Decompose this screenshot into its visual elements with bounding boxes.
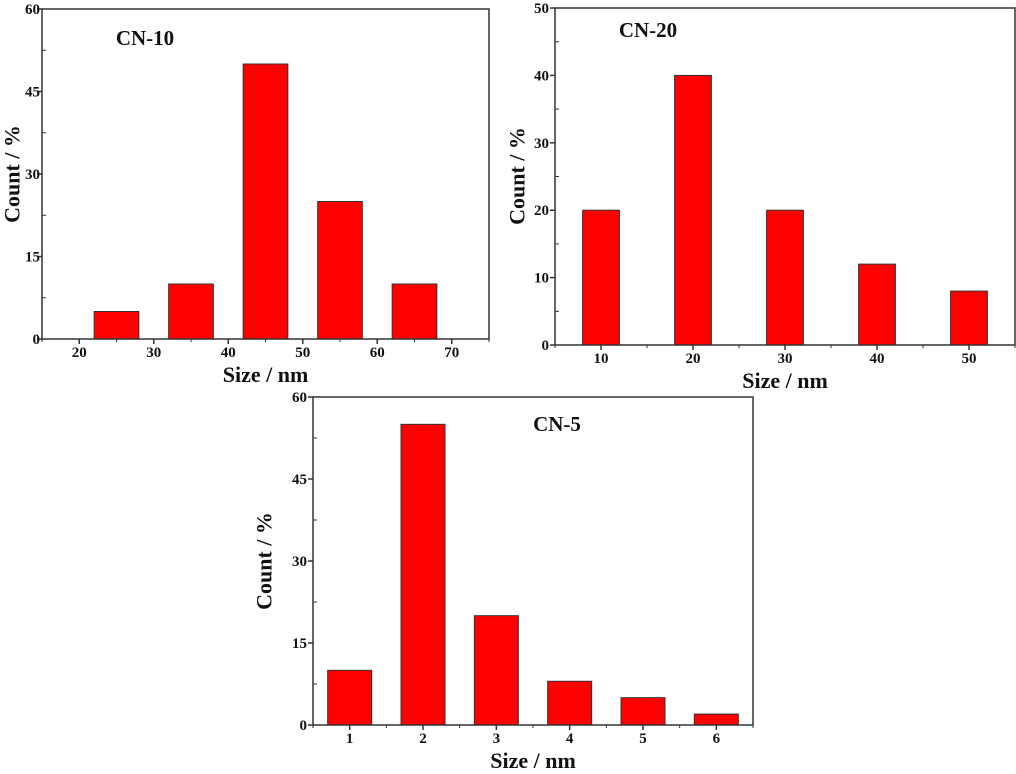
bar — [327, 669, 373, 726]
y-tick-label: 10 — [534, 271, 549, 287]
x-tick-label: 70 — [444, 345, 459, 361]
x-tick-label: 50 — [962, 351, 977, 367]
x-tick-label: 5 — [639, 731, 647, 747]
x-axis-label: Size / nm — [490, 748, 576, 773]
y-tick-label: 40 — [534, 68, 549, 84]
x-axis-label: Size / nm — [742, 368, 828, 393]
panel-title: CN-10 — [116, 26, 174, 50]
x-tick-label: 40 — [221, 345, 236, 361]
x-tick-label: 50 — [295, 345, 310, 361]
x-tick-label: 20 — [686, 351, 701, 367]
x-tick-label: 40 — [870, 351, 885, 367]
panel-title: CN-20 — [619, 18, 677, 42]
y-tick-label: 15 — [292, 636, 307, 652]
bar — [317, 201, 363, 340]
y-tick-label: 60 — [25, 2, 40, 18]
y-tick-label: 0 — [300, 718, 308, 734]
x-tick-label: 30 — [146, 345, 161, 361]
bar — [391, 283, 438, 340]
x-tick-label: 30 — [778, 351, 793, 367]
plot-frame — [312, 396, 754, 726]
y-tick-label: 30 — [292, 554, 307, 570]
y-tick-label: 60 — [292, 390, 307, 406]
bar — [93, 311, 140, 340]
y-tick-label: 0 — [33, 332, 41, 348]
bar — [693, 713, 739, 726]
x-tick-label: 2 — [419, 731, 427, 747]
bar — [950, 290, 988, 346]
bar — [242, 63, 289, 340]
y-tick-label: 0 — [542, 338, 550, 354]
x-tick-label: 10 — [594, 351, 609, 367]
x-tick-label: 1 — [346, 731, 354, 747]
bar — [858, 263, 896, 346]
y-axis-label: Count / % — [252, 512, 277, 610]
x-tick-label: 60 — [370, 345, 385, 361]
x-tick-label: 6 — [713, 731, 721, 747]
y-tick-label: 45 — [292, 472, 307, 488]
y-axis-label: Count / % — [0, 125, 25, 223]
y-tick-label: 45 — [25, 85, 40, 101]
y-tick-label: 30 — [25, 167, 40, 183]
bar — [473, 615, 519, 726]
bar — [400, 423, 446, 726]
bar — [168, 283, 214, 340]
y-tick-label: 30 — [534, 136, 549, 152]
bar — [620, 697, 666, 726]
bar — [674, 74, 712, 346]
x-tick-label: 4 — [566, 731, 574, 747]
chart-panel-2: 0 10 20 30 40 50 10 20 30 40 50 CN-20 Size / nm Count… — [505, 1, 1016, 393]
bar — [766, 209, 804, 346]
bar — [582, 209, 620, 346]
y-tick-label: 20 — [534, 203, 549, 219]
y-axis-label: Count / % — [505, 127, 530, 225]
y-tick-label: 50 — [534, 1, 549, 17]
x-axis-label: Size / nm — [223, 362, 309, 387]
chart-panel-1: 0 15 30 45 60 20 30 40 50 60 70 CN-10 Size / nm Count… — [0, 2, 490, 387]
y-tick-label: 15 — [25, 250, 40, 266]
bar — [547, 680, 593, 726]
x-tick-label: 20 — [72, 345, 87, 361]
panel-title: CN-5 — [533, 412, 581, 436]
x-tick-label: 3 — [493, 731, 501, 747]
